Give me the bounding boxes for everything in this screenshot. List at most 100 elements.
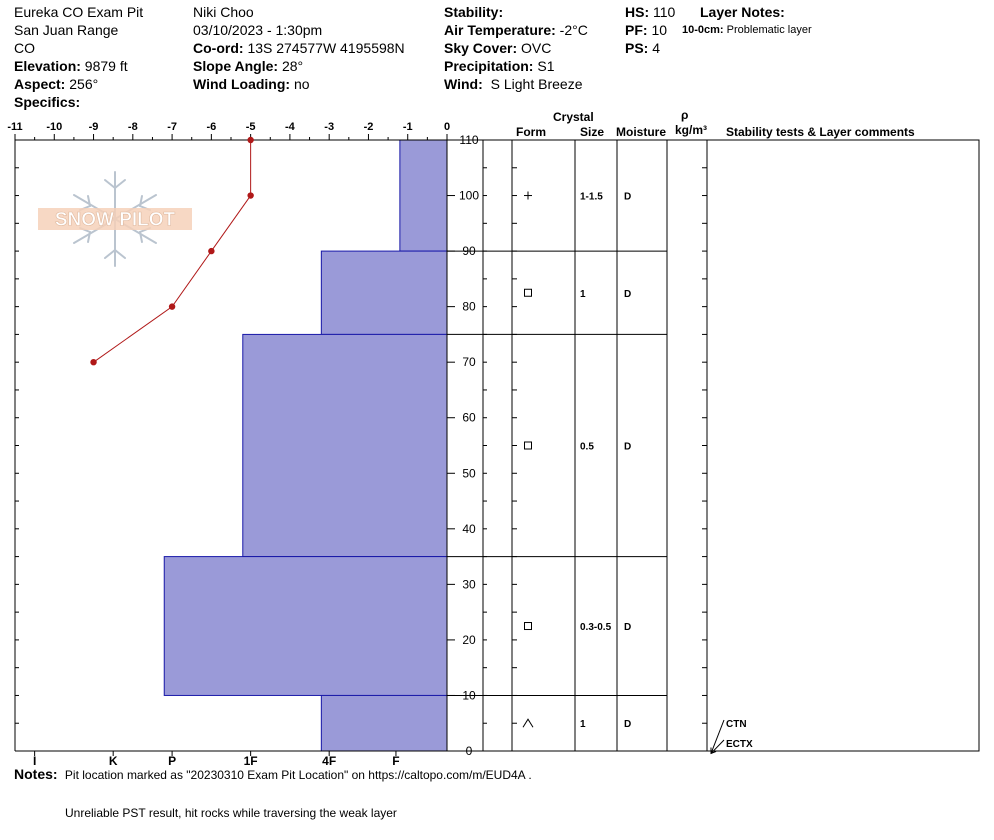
crystal-size-2: 0.5 (580, 442, 594, 453)
moisture-1: D (624, 289, 631, 300)
moisture-2: D (624, 442, 631, 453)
stability-test-arrowhead-1 (710, 747, 717, 755)
aspect-label: Aspect: (14, 76, 66, 92)
sky-value: OVC (521, 40, 552, 56)
notes-label: Notes: (14, 766, 58, 782)
crystal-size-4: 1 (580, 719, 586, 730)
hs-value: 110 (653, 4, 676, 20)
state: CO (14, 40, 35, 56)
observer-name: Niki Choo (193, 4, 254, 20)
precip-value: S1 (537, 58, 555, 74)
layer-note: 10-0cm: Problematic layer (682, 24, 812, 36)
hardness-bar-2 (242, 333, 448, 558)
coord-value: 13S 274577W 4195598N (247, 40, 405, 56)
notes: Notes: Pit location marked as "20230310 … (14, 766, 532, 782)
layer-note-range: 10-0cm: (682, 24, 724, 36)
depth-tick-label-8: 80 (462, 300, 476, 314)
hardness-label-3: 1F (244, 754, 258, 768)
hardness-bar-4 (320, 694, 448, 752)
temperature-point-0 (247, 136, 254, 144)
air-temp-label: Air Temperature: (444, 22, 556, 38)
elevation-label: Elevation: (14, 58, 81, 74)
precipitation: Precipitation: S1 (444, 57, 554, 75)
stability-test-pointer-1 (710, 739, 725, 754)
depth-tick-label-3: 30 (462, 577, 476, 591)
pf-value: 10 (651, 22, 668, 38)
crystal-form-depth-hoar-4 (522, 718, 534, 728)
layer-table-frame (482, 139, 980, 752)
temp-tick-label-6: -5 (246, 121, 256, 133)
logo-text: SNOW PILOT (55, 210, 176, 231)
hardness-label-0: I (33, 754, 36, 768)
temp-tick-label-2: -9 (89, 121, 99, 133)
hs: HS: 110 (625, 3, 675, 21)
aspect: Aspect: 256° (14, 75, 98, 93)
coordinates: Co-ord: 13S 274577W 4195598N (193, 39, 405, 57)
temperature-point-4 (90, 358, 97, 366)
temperature-point-3 (168, 303, 176, 310)
hardness-label-1: K (109, 754, 118, 768)
snowpilot-logo: SNOW PILOT (38, 171, 192, 267)
crystal-form-faceted-3 (524, 622, 532, 631)
observation-datetime: 03/10/2023 - 1:30pm (193, 22, 323, 38)
wind-label: Wind: (444, 76, 483, 92)
hs-label: HS: (625, 4, 650, 20)
ps: PS: 4 (625, 39, 660, 57)
stability-test-label-1: ECTX (726, 739, 753, 750)
rho-header: ρ (681, 108, 689, 122)
hardness-label-5: F (392, 754, 399, 768)
stability-test-label-0: CTN (726, 719, 747, 730)
crystal-size-1: 1 (580, 289, 586, 300)
stability-tests-header: Stability tests & Layer comments (726, 125, 915, 139)
wind-loading-value: no (293, 76, 310, 92)
wind-loading: Wind Loading: no (193, 75, 310, 93)
temperature-point-2 (208, 247, 215, 255)
notes-line-2: Unreliable PST result, hit rocks while t… (65, 806, 397, 820)
wind-loading-label: Wind Loading: (193, 76, 291, 92)
depth-tick-label-5: 50 (462, 466, 476, 480)
temp-tick-label-7: -4 (285, 121, 296, 133)
coord-label: Co-ord: (193, 40, 244, 56)
pf: PF: 10 (625, 21, 667, 39)
precip-label: Precipitation: (444, 58, 534, 74)
moisture-3: D (624, 622, 631, 633)
elevation-value: 9879 ft (84, 58, 128, 74)
elevation: Elevation: 9879 ft (14, 57, 128, 75)
depth-tick-label-7: 70 (462, 355, 476, 369)
layer-notes-title: Layer Notes: (700, 4, 785, 20)
slope-value: 28° (281, 58, 304, 74)
depth-tick-label-6: 60 (462, 411, 476, 425)
moisture-0: D (624, 192, 631, 203)
depth-tick-label-4: 40 (462, 522, 476, 536)
moisture-4: D (624, 719, 631, 730)
temp-tick-label-4: -7 (167, 121, 177, 133)
specifics-label: Specifics: (14, 94, 81, 110)
slope-label: Slope Angle: (193, 58, 279, 74)
temp-tick-label-1: -10 (46, 121, 62, 133)
wind: Wind: S Light Breeze (444, 75, 582, 93)
layer-note-text: Problematic layer (726, 24, 812, 36)
hardness-label-2: P (168, 754, 176, 768)
depth-tick-label-2: 20 (462, 633, 476, 647)
air-temperature: Air Temperature: -2°C (444, 21, 588, 39)
temperature-point-1 (247, 192, 254, 199)
temp-tick-label-8: -3 (324, 121, 334, 133)
crystal-size-3: 0.3-0.5 (580, 622, 612, 633)
notes-line-1: Pit location marked as "20230310 Exam Pi… (64, 768, 532, 782)
pf-label: PF: (625, 22, 648, 38)
crystal-form-faceted-1 (524, 288, 532, 297)
temp-tick-label-9: -2 (364, 121, 374, 133)
ps-value: 4 (652, 40, 661, 56)
wind-value: S Light Breeze (490, 76, 583, 92)
crystal-form-faceted-2 (524, 441, 532, 450)
aspect-value: 256° (69, 76, 99, 92)
hardness-bar-3 (163, 556, 448, 696)
mountain-range: San Juan Range (14, 22, 119, 38)
air-temp-value: -2°C (559, 22, 588, 38)
crystal-size-0: 1-1.5 (580, 192, 603, 203)
temp-tick-label-3: -8 (128, 121, 138, 133)
moisture-header: Moisture (616, 125, 667, 139)
depth-tick-label-10: 100 (459, 189, 479, 203)
hardness-label-4: 4F (322, 754, 336, 768)
